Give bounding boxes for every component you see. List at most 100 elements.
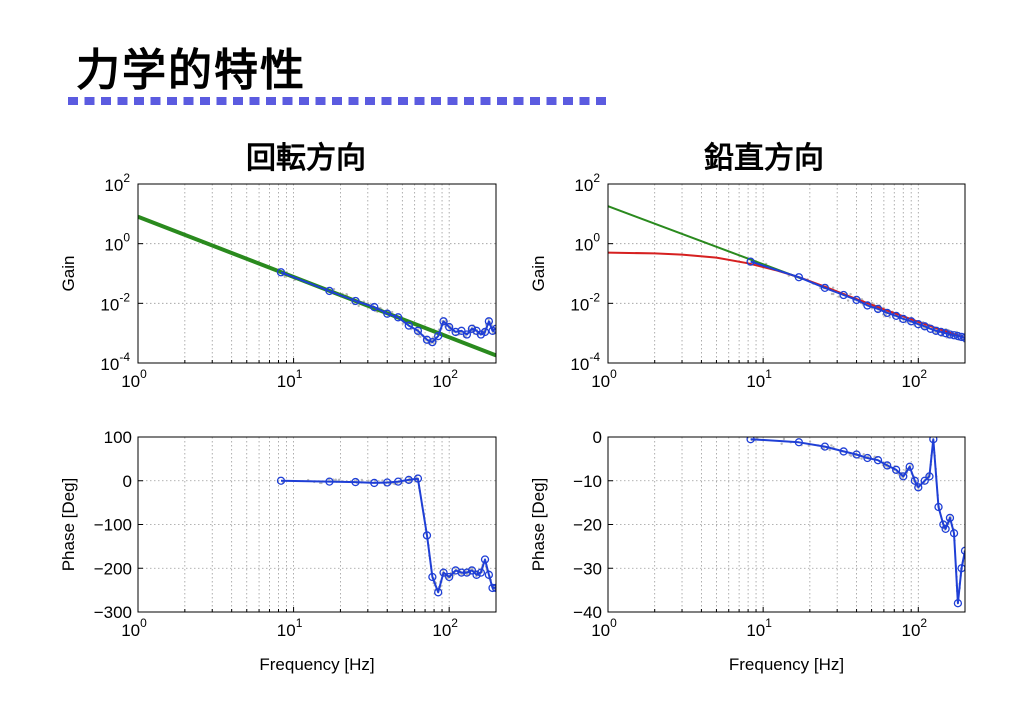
measured-point — [914, 483, 923, 492]
plot-layer — [138, 214, 496, 358]
x-tick-exponent: 0 — [140, 616, 147, 630]
underline-dash — [530, 97, 540, 105]
axes-frame — [137, 183, 497, 364]
grid — [608, 184, 965, 363]
measured-point — [939, 520, 948, 529]
y-tick-label: −200 — [94, 559, 132, 578]
underline-dash — [497, 97, 507, 105]
y-tick-exponent: -2 — [589, 290, 600, 304]
plot-layer — [608, 205, 965, 343]
slide-title: 力学的特性 — [76, 45, 306, 96]
y-axis-label: Phase [Deg] — [529, 478, 548, 572]
underline-dash — [348, 97, 359, 105]
underline-dash — [84, 97, 95, 105]
y-axis-label: Gain — [59, 256, 78, 292]
measured-point — [370, 478, 379, 488]
x-tick-exponent: 2 — [920, 616, 927, 630]
measured-point — [936, 327, 946, 337]
underline-dash — [249, 97, 260, 105]
x-tick-exponent: 1 — [765, 367, 772, 381]
measured-point — [883, 308, 892, 317]
y-tick-label: −30 — [573, 559, 602, 578]
underline-dash — [398, 97, 408, 105]
raw-point — [283, 275, 286, 278]
y-tick-base: 10 — [100, 355, 119, 374]
underline-dash — [414, 97, 425, 105]
measured-point — [488, 583, 496, 593]
measured-point — [907, 317, 916, 326]
measured-point — [467, 324, 477, 333]
x-tick-exponent: 0 — [610, 616, 617, 630]
measured-point — [899, 314, 908, 324]
underline-dash — [480, 97, 491, 105]
measured-point — [957, 332, 965, 342]
measured-point — [484, 570, 494, 579]
y-tick-base: 10 — [574, 176, 593, 195]
measured-point — [480, 555, 490, 564]
underline-dash — [332, 97, 342, 105]
raw-point — [780, 442, 783, 445]
y-tick-label: 10-4 — [100, 350, 130, 374]
measured-point — [945, 330, 955, 339]
underline-dash — [183, 97, 194, 105]
measured-point — [852, 295, 861, 305]
measured-point — [883, 461, 892, 470]
measured-point — [370, 302, 379, 312]
underline-dash — [117, 97, 128, 105]
underline-dash — [167, 97, 177, 105]
measured-point — [439, 317, 448, 326]
measured-point — [480, 327, 490, 337]
x-tick-exponent: 1 — [296, 367, 303, 381]
measured-point — [960, 333, 965, 342]
y-tick-exponent: -4 — [589, 350, 600, 364]
y-tick-label: 0 — [593, 428, 602, 447]
measured-point — [462, 330, 472, 339]
x-tick-exponent: 2 — [451, 367, 458, 381]
y-tick-base: 10 — [570, 355, 589, 374]
measured-point — [428, 337, 437, 347]
y-tick-base: 10 — [574, 236, 593, 255]
measured-point — [852, 450, 861, 459]
underline-dash — [101, 97, 111, 105]
measured-point — [920, 476, 929, 485]
measured-point — [325, 286, 334, 296]
measured-point — [926, 324, 935, 333]
measured-point — [428, 572, 437, 582]
raw-points — [750, 437, 965, 593]
y-tick-exponent: -4 — [119, 350, 130, 364]
measured-point — [393, 313, 403, 322]
raw-point — [332, 287, 336, 291]
underline-dash — [431, 97, 441, 105]
measured-point — [451, 327, 460, 337]
measured-point — [413, 474, 423, 483]
raw-point — [401, 322, 405, 325]
measured-point — [325, 477, 334, 486]
measured-point — [953, 599, 963, 608]
measured-point — [910, 476, 919, 485]
measured-point — [434, 331, 443, 341]
underline-dash — [513, 97, 524, 105]
underline-dash — [464, 97, 474, 105]
raw-point — [831, 286, 835, 289]
raw-point — [381, 479, 384, 482]
y-tick-base: 10 — [104, 236, 123, 255]
measured-point — [873, 456, 883, 465]
measured-point — [794, 273, 804, 282]
measured-point — [949, 529, 959, 538]
y-tick-label: 100 — [104, 428, 132, 447]
underline-dash — [596, 97, 606, 105]
measured-point — [945, 513, 955, 523]
raw-point — [487, 317, 490, 321]
measured-point — [873, 304, 883, 314]
x-tick-exponent: 0 — [610, 367, 617, 381]
x-tick-exponent: 2 — [451, 616, 458, 630]
measured-point — [276, 268, 286, 277]
measured-point — [439, 568, 448, 577]
y-tick-label: −20 — [573, 516, 602, 535]
measured-point — [929, 437, 938, 444]
raw-point — [465, 573, 469, 576]
underline-dash — [579, 97, 590, 105]
measured-point — [393, 477, 403, 486]
y-tick-label: −10 — [573, 472, 602, 491]
grid — [138, 437, 496, 612]
